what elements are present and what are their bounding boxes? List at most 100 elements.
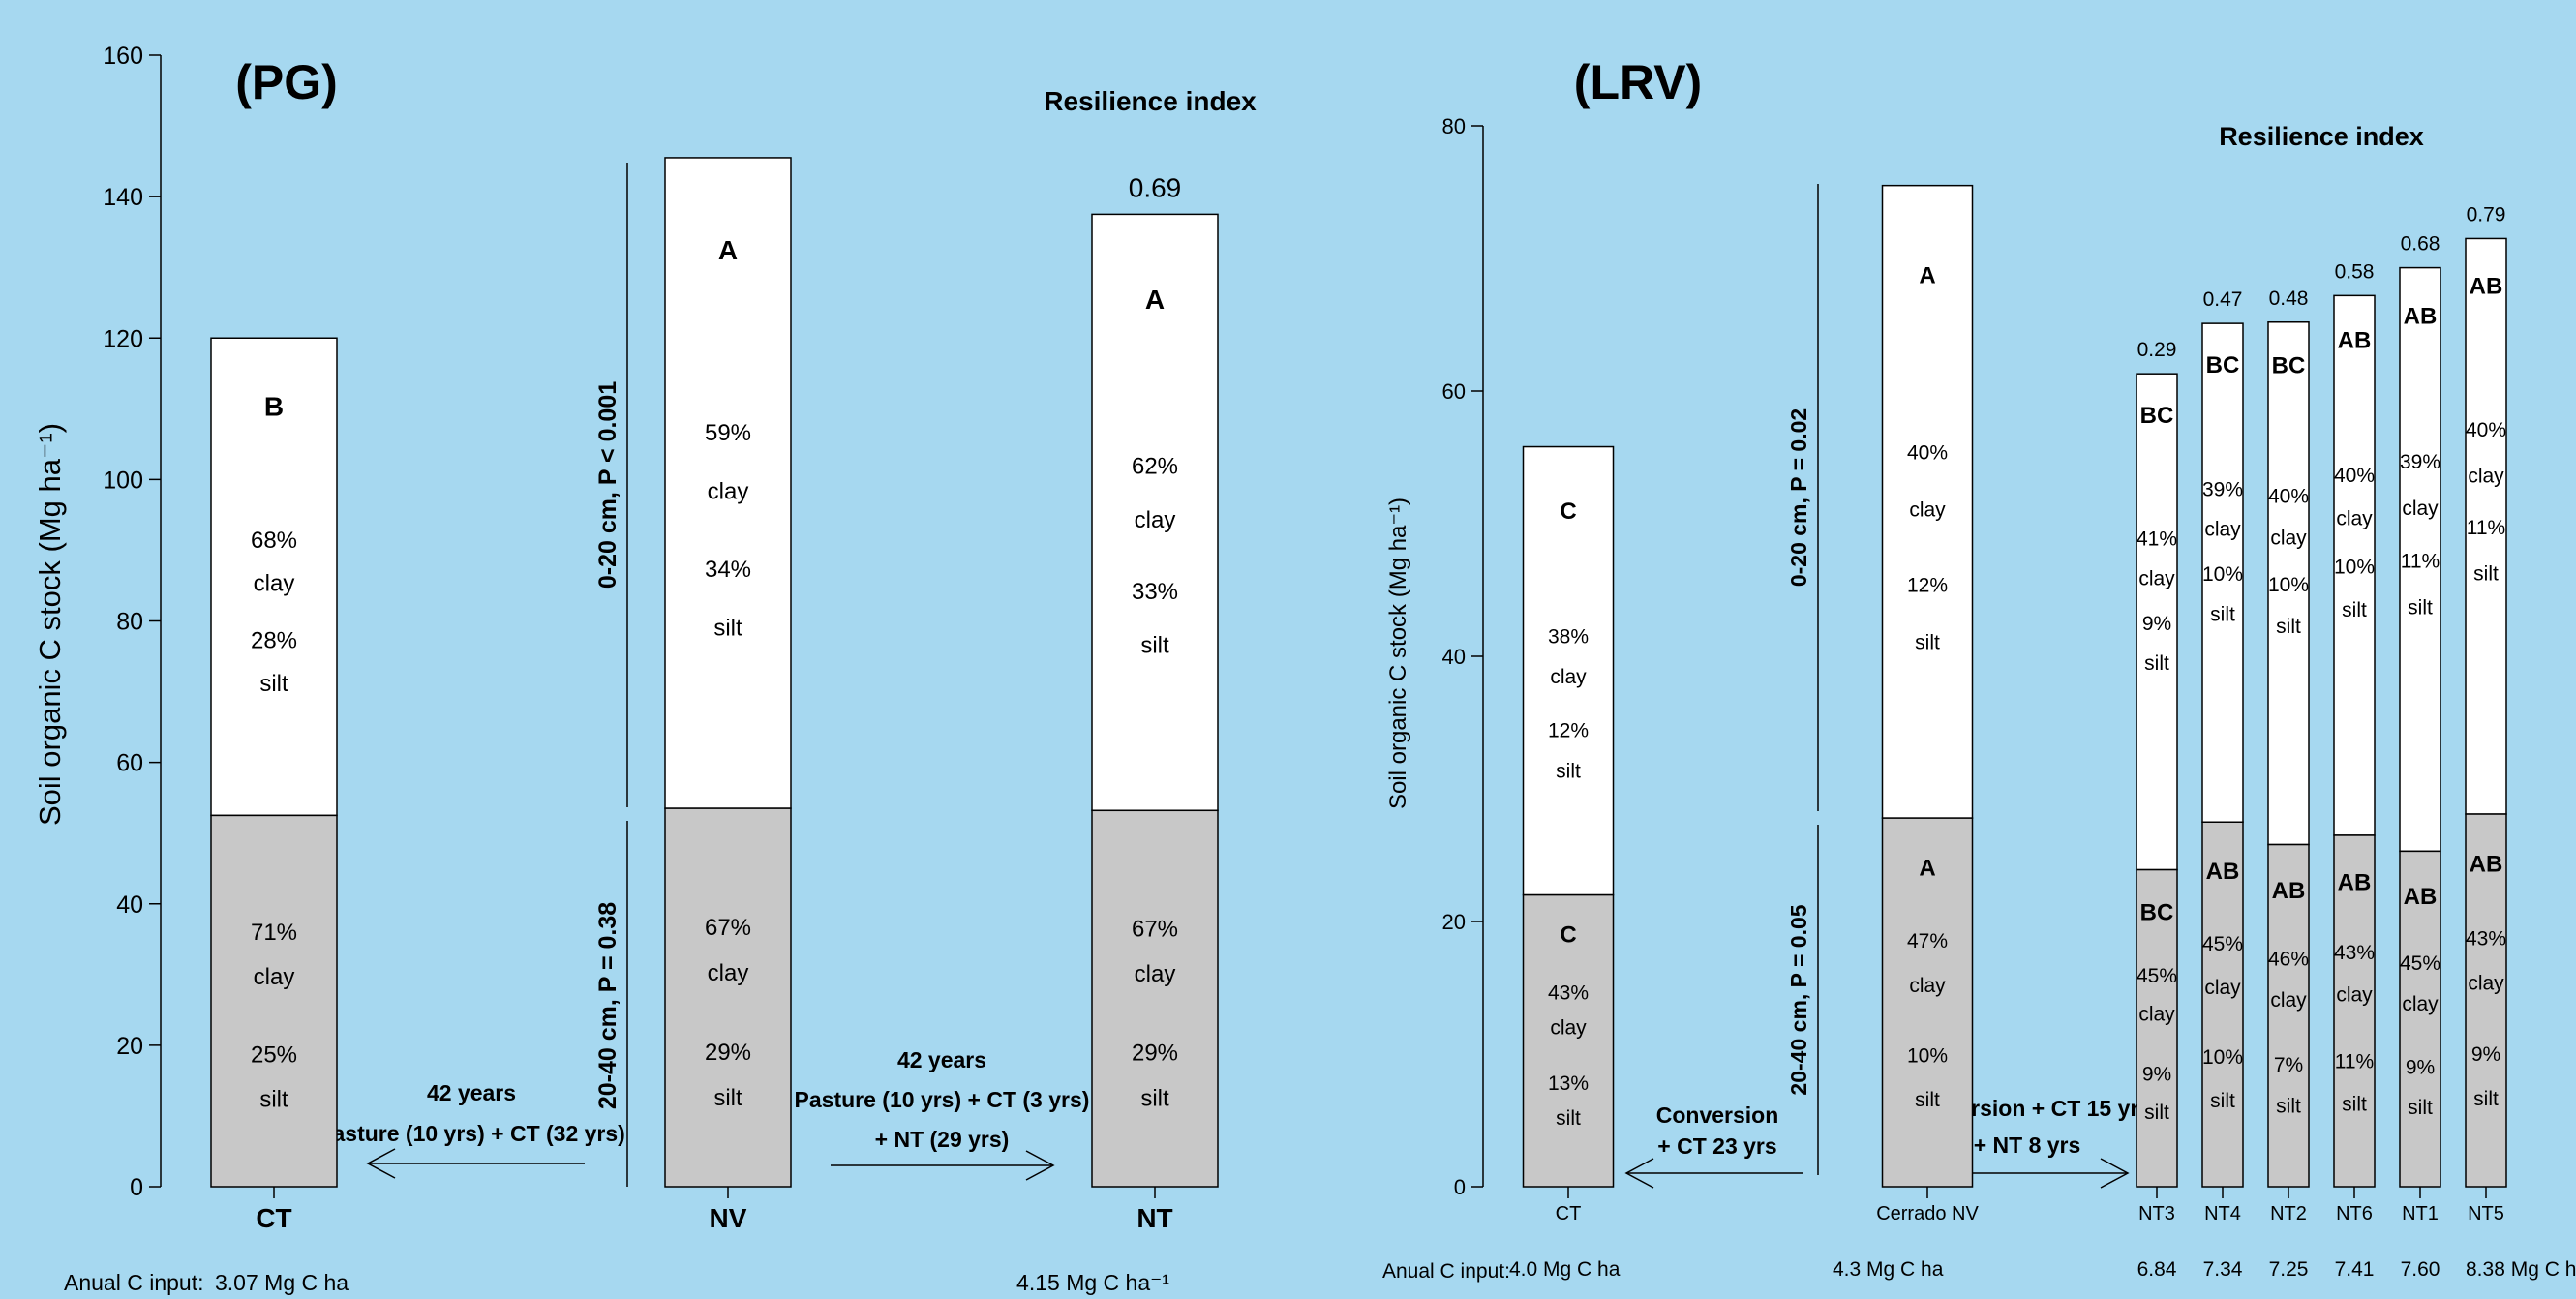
lrv-bar-top-letter: AB	[2338, 328, 2372, 354]
pg-arrow-left-line-2: Pasture (10 yrs) + CT (32 yrs)	[318, 1121, 625, 1146]
lrv-bar-bottom-silt: 9%	[2142, 1064, 2171, 1086]
lrv-bar-top-letter: C	[1560, 498, 1576, 525]
lrv-bar-bottom-silt-word: silt	[2276, 1096, 2301, 1118]
lrv-bar-bottom-layer	[2201, 821, 2244, 1188]
pg-depth-bottom: 20-40 cm, P = 0.38	[594, 821, 628, 1187]
pg-c-input-value: 3.07 Mg C ha	[215, 1270, 349, 1295]
pg-depth-bottom-label: 20-40 cm, P = 0.38	[594, 902, 621, 1109]
lrv-bar-top-clay: 40%	[2334, 465, 2375, 487]
lrv-bar-bottom-letter: AB	[2404, 884, 2438, 910]
pg-y-tick-label: 140	[103, 184, 143, 211]
lrv-bar-bottom-silt-word: silt	[2342, 1093, 2367, 1115]
pg-y-tick-label: 80	[116, 609, 143, 636]
lrv-bar-top-clay-word: clay	[2402, 498, 2439, 520]
lrv-bar-bottom-layer	[1881, 817, 1974, 1188]
lrv-bar-top-letter: A	[1919, 263, 1935, 289]
pg-y-tick-label: 100	[103, 467, 143, 494]
lrv-bar-bottom-silt-word: silt	[2144, 1102, 2169, 1124]
pg-bar-bottom-clay: 67%	[705, 915, 751, 941]
lrv-bar-top-silt-word: silt	[2342, 599, 2367, 621]
lrv-arrow-right-line-2: + NT 8 yrs	[1974, 1133, 2081, 1158]
lrv-bar-top-silt: 10%	[2202, 563, 2243, 586]
lrv-c-input-value: 6.84	[2137, 1258, 2177, 1281]
pg-bar-top-silt-word: silt	[259, 671, 288, 697]
lrv-bar-bottom-clay-word: clay	[2402, 993, 2439, 1015]
lrv-x-category-label: NT6	[2336, 1203, 2373, 1224]
lrv-x-category-label: CT	[1556, 1203, 1582, 1224]
pg-bar-top-clay-word: clay	[254, 570, 295, 596]
lrv-x-category-label: NT2	[2270, 1203, 2307, 1224]
lrv-panel-title: (LRV)	[1574, 55, 1702, 109]
pg-y-tick-label: 20	[116, 1033, 143, 1060]
lrv-bar-top-silt-word: silt	[2473, 563, 2499, 586]
lrv-c-input-value: 8.38 Mg C ha	[2466, 1258, 2576, 1281]
pg-bar-top-silt: 34%	[705, 557, 751, 583]
pg-bar-top-silt-word: silt	[1140, 632, 1169, 658]
lrv-bar-bottom-clay: 43%	[1548, 982, 1589, 1004]
lrv-bar-top-letter: BC	[2206, 352, 2240, 378]
lrv-bar-bottom-silt: 11%	[2335, 1051, 2374, 1073]
lrv-bar-top-layer	[2399, 266, 2441, 853]
pg-y-tick-label: 0	[130, 1174, 143, 1201]
lrv-bar-top-clay-word: clay	[1909, 498, 1946, 521]
pg-arrow-left: 42 years Pasture (10 yrs) + CT (32 yrs)	[318, 1080, 625, 1179]
lrv-resilience-title: Resilience index	[2219, 122, 2424, 151]
lrv-bar-bottom-layer	[2333, 834, 2376, 1188]
lrv-bar-bottom-silt: 7%	[2274, 1054, 2303, 1076]
pg-bar-bottom-layer	[1091, 809, 1219, 1188]
pg-bar-top-letter: A	[1145, 285, 1165, 315]
lrv-depth-top-label: 0-20 cm, P = 0.02	[1786, 408, 1811, 587]
pg-bar-bottom-layer	[664, 807, 792, 1188]
pg-arrow-left-line-1: 42 years	[427, 1080, 516, 1105]
lrv-bar-bottom-clay: 46%	[2268, 949, 2309, 971]
lrv-bar-bottom-silt-word: silt	[2473, 1088, 2499, 1110]
lrv-bar-top-letter: AB	[2404, 303, 2438, 329]
pg-c-input-value: 4.15 Mg C ha⁻¹	[1016, 1270, 1169, 1295]
lrv-bar-top-clay: 40%	[1907, 442, 1948, 465]
lrv-y-tick-label: 0	[1454, 1175, 1466, 1199]
lrv-resilience-value: 0.47	[2203, 288, 2243, 311]
lrv-bar-top-silt-word: silt	[1915, 632, 1940, 654]
lrv-bar-top-silt: 11%	[2467, 517, 2505, 539]
lrv-bar-bottom-layer	[1522, 893, 1615, 1188]
lrv-bar-top-silt-word: silt	[2210, 603, 2235, 625]
lrv-bar-top-silt: 10%	[2334, 557, 2375, 579]
lrv-depth-top: 0-20 cm, P = 0.02	[1786, 184, 1819, 811]
pg-arrow-right-line-3: + NT (29 yrs)	[875, 1127, 1010, 1152]
lrv-bar-top-clay: 39%	[2202, 479, 2243, 501]
lrv-bar-bottom-layer	[2267, 843, 2310, 1188]
lrv-bar-bottom-clay: 45%	[2137, 965, 2177, 987]
lrv-bar-top-silt-word: silt	[2276, 616, 2301, 638]
panel-pg: (PG) Soil organic C stock (Mg ha⁻¹) Resi…	[33, 55, 1257, 1295]
lrv-bar-top-silt: 9%	[2142, 613, 2171, 635]
lrv-bar-bottom-silt-word: silt	[2210, 1090, 2235, 1112]
pg-bar-top-layer	[1091, 213, 1219, 812]
lrv-y-axis-label: Soil organic C stock (Mg ha⁻¹)	[1385, 498, 1411, 809]
lrv-resilience-value: 0.48	[2269, 287, 2309, 310]
lrv-depth-bottom-label: 20-40 cm, P = 0.05	[1786, 904, 1811, 1095]
pg-resilience-value: 0.69	[1129, 172, 1182, 202]
pg-bar-top-letter: B	[264, 391, 284, 421]
lrv-bar-bottom-layer	[2136, 868, 2178, 1188]
lrv-arrow-left: Conversion + CT 23 yrs	[1624, 1103, 1803, 1189]
lrv-y-tick-label: 40	[1442, 645, 1466, 669]
lrv-resilience-value: 0.29	[2137, 339, 2177, 361]
lrv-resilience-value: 0.68	[2401, 233, 2440, 256]
pg-y-tick-label: 160	[103, 43, 143, 70]
lrv-bar-top-clay: 39%	[2400, 451, 2440, 473]
pg-bar-bottom-clay: 71%	[251, 920, 297, 946]
pg-x-category-label: NV	[710, 1203, 747, 1233]
pg-bar-top-layer	[664, 157, 792, 809]
pg-y-tick-label: 40	[116, 891, 143, 919]
lrv-bar-top-letter: BC	[2140, 403, 2174, 429]
pg-input-label: Anual C input:	[64, 1270, 203, 1295]
pg-bar-top-clay-word: clay	[1135, 507, 1176, 533]
lrv-bar-top-clay-word: clay	[2270, 527, 2307, 549]
lrv-bar-bottom-letter: AB	[2272, 878, 2306, 904]
lrv-bar-top-clay-word: clay	[1550, 666, 1587, 688]
pg-arrow-right-line-2: Pasture (10 yrs) + CT (3 yrs)	[795, 1087, 1090, 1112]
lrv-bar-bottom-silt-word: silt	[1915, 1089, 1940, 1111]
lrv-bar-bottom-letter: C	[1560, 921, 1576, 948]
lrv-bar-bottom-clay-word: clay	[1550, 1017, 1587, 1040]
